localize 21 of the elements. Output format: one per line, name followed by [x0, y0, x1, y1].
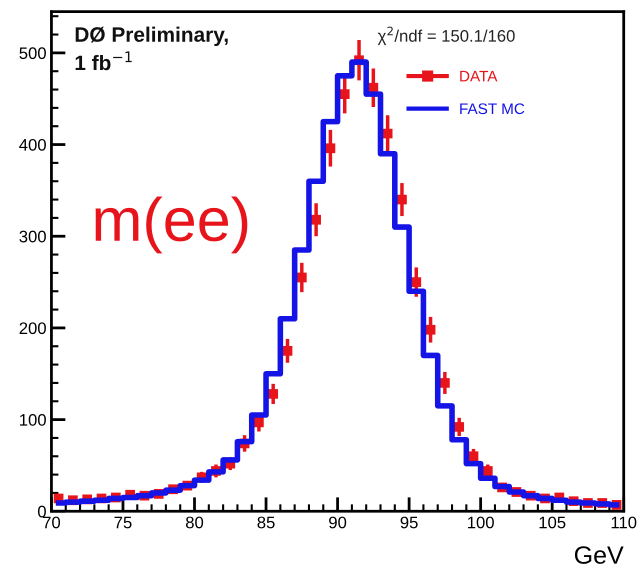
legend-label: FAST MC	[460, 103, 524, 114]
legend-label: DATA	[460, 70, 498, 82]
y-tick-label: 100	[20, 414, 46, 426]
x-tick-label: 105	[540, 516, 566, 528]
x-tick-label: 100	[468, 516, 494, 528]
x-tick-label: 75	[114, 516, 132, 528]
y-tick-label: 0	[38, 506, 46, 518]
annotation: m(ee)	[96, 196, 248, 254]
x-axis-title: GeV	[574, 546, 624, 564]
x-tick-label: 85	[257, 516, 275, 528]
x-tick-label: 70	[43, 516, 60, 528]
x-tick-label: 110	[612, 516, 636, 528]
y-tick-label: 200	[20, 322, 46, 334]
annotation: DØ Preliminary, 1 fb$^{−1}$	[76, 26, 228, 70]
x-tick-label: 95	[400, 516, 418, 528]
x-tick-label: 90	[329, 516, 346, 528]
x-tick-label: 80	[186, 516, 204, 528]
y-tick-label: 400	[19, 138, 46, 151]
annotation: χ$^{2}$/ndf = 150.1/160	[378, 26, 515, 46]
y-tick-label: 500	[19, 47, 46, 60]
y-tick-label: 300	[19, 230, 46, 242]
